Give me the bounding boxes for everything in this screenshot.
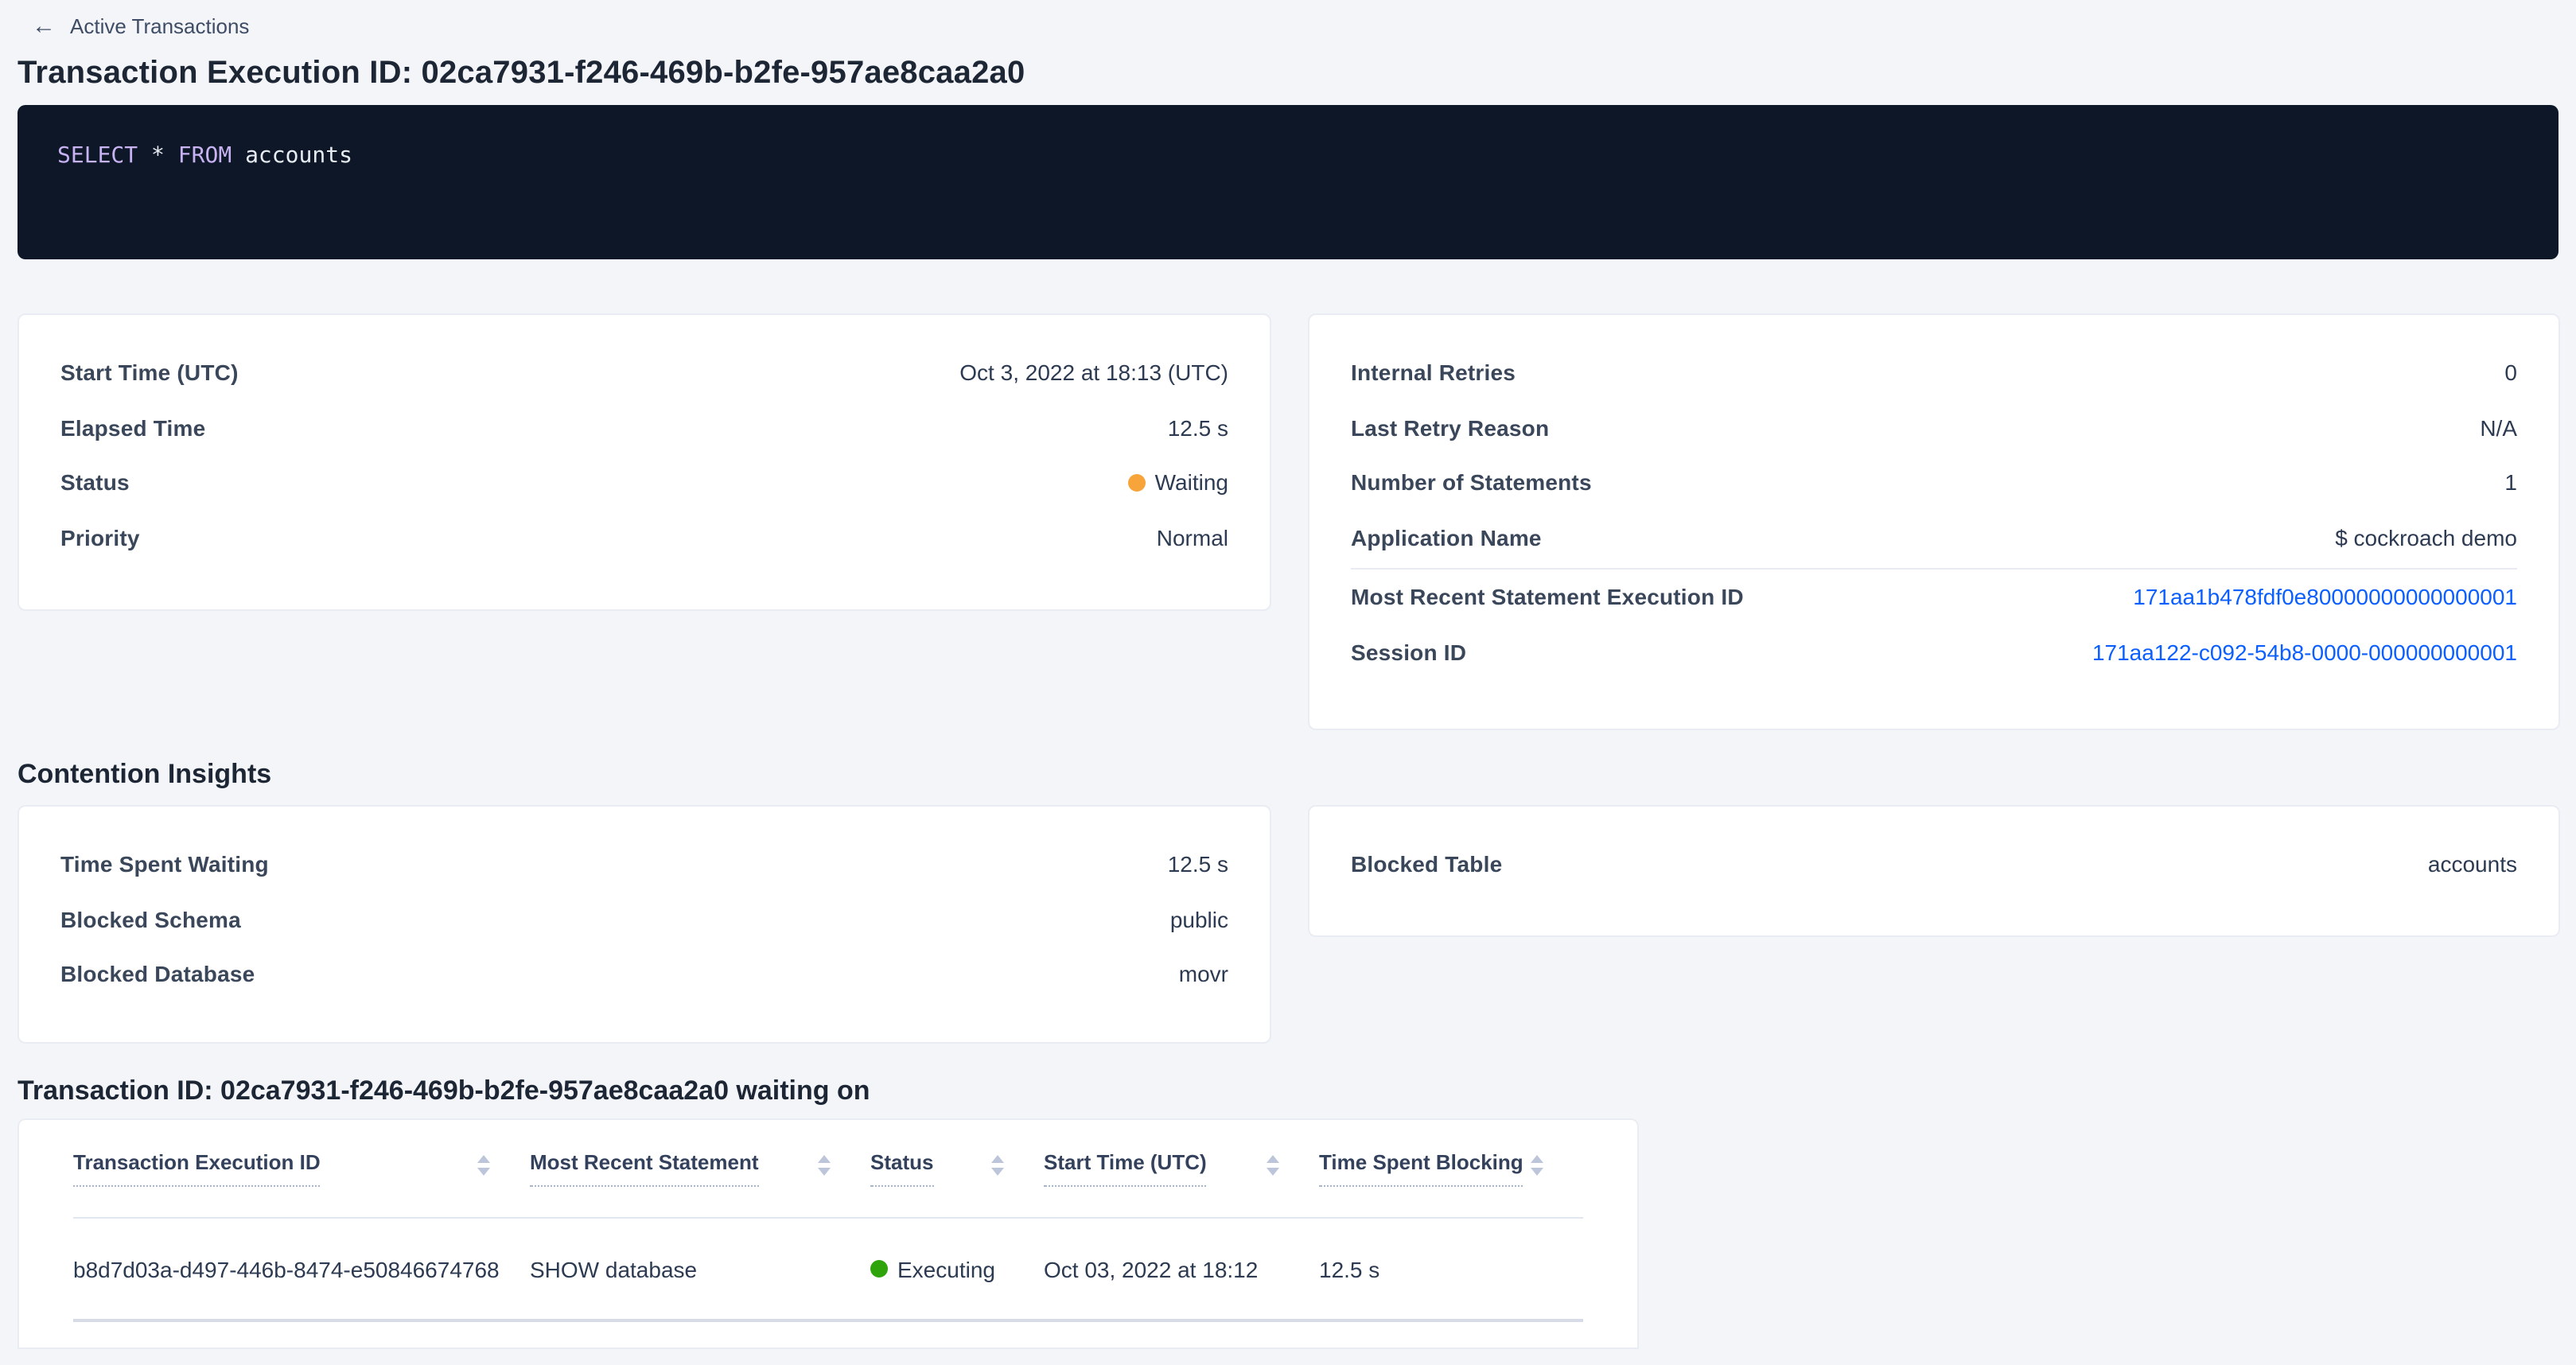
row-value: Normal xyxy=(1156,524,1228,550)
column-header-start-time[interactable]: Start Time (UTC) xyxy=(1044,1150,1319,1187)
row-value: N/A xyxy=(2480,414,2517,441)
sort-icon xyxy=(1531,1155,1543,1176)
cell-most-recent-statement: SHOW database xyxy=(530,1256,698,1281)
row-label: Blocked Database xyxy=(60,961,255,987)
sql-text: * xyxy=(151,143,178,169)
cell-start-time: Oct 03, 2022 at 18:12 xyxy=(1044,1256,1259,1281)
session-id-link[interactable]: 171aa122-c092-54b8-0000-000000000001 xyxy=(2092,639,2517,665)
row-label: Number of Statements xyxy=(1351,469,1592,496)
table-row: b8d7d03a-d497-446b-8474-e50846674768 SHO… xyxy=(73,1219,1583,1322)
cell-time-spent-blocking: 12.5 s xyxy=(1319,1256,1380,1281)
row-label: Elapsed Time xyxy=(60,414,206,441)
column-header-most-recent-statement[interactable]: Most Recent Statement xyxy=(530,1150,870,1187)
row-value: $ cockroach demo xyxy=(2335,524,2517,550)
row-label: Application Name xyxy=(1351,524,1542,550)
row-value: 0 xyxy=(2504,360,2517,386)
row-value: movr xyxy=(1178,961,1228,987)
column-label: Time Spent Blocking xyxy=(1319,1150,1523,1187)
table-header-row: Transaction Execution ID Most Recent Sta… xyxy=(73,1120,1583,1219)
column-label: Most Recent Statement xyxy=(530,1150,759,1187)
row-elapsed-time: Elapsed Time 12.5 s xyxy=(60,400,1228,455)
column-header-transaction-execution-id[interactable]: Transaction Execution ID xyxy=(73,1150,530,1187)
row-label: Most Recent Statement Execution ID xyxy=(1351,584,1744,610)
contention-card-left: Time Spent Waiting 12.5 s Blocked Schema… xyxy=(18,805,1271,1044)
sort-icon xyxy=(1267,1155,1279,1176)
column-label: Transaction Execution ID xyxy=(73,1150,321,1187)
column-label: Status xyxy=(870,1150,934,1187)
breadcrumb-label: Active Transactions xyxy=(70,14,250,38)
back-to-active-transactions-link[interactable]: ← Active Transactions xyxy=(32,14,249,38)
card-divider xyxy=(1351,568,2517,570)
row-label: Last Retry Reason xyxy=(1351,414,1550,441)
row-blocked-schema: Blocked Schema public xyxy=(60,892,1228,947)
row-value: Oct 3, 2022 at 18:13 (UTC) xyxy=(959,360,1228,386)
waiting-on-heading: Transaction ID: 02ca7931-f246-469b-b2fe-… xyxy=(18,1075,870,1106)
row-last-retry-reason: Last Retry Reason N/A xyxy=(1351,400,2517,455)
statement-execution-id-link[interactable]: 171aa1b478fdf0e80000000000000001 xyxy=(2133,584,2517,610)
sort-icon xyxy=(818,1155,831,1176)
row-value: accounts xyxy=(2427,851,2517,877)
row-start-time: Start Time (UTC) Oct 3, 2022 at 18:13 (U… xyxy=(60,345,1228,400)
row-value: 12.5 s xyxy=(1167,851,1228,877)
row-most-recent-statement-execution-id: Most Recent Statement Execution ID 171aa… xyxy=(1351,570,2517,624)
row-number-of-statements: Number of Statements 1 xyxy=(1351,455,2517,510)
row-session-id: Session ID 171aa122-c092-54b8-0000-00000… xyxy=(1351,624,2517,679)
row-status: Status Waiting xyxy=(60,455,1228,510)
row-blocked-table: Blocked Table accounts xyxy=(1351,837,2517,892)
row-label: Priority xyxy=(60,524,140,550)
back-arrow-icon: ← xyxy=(32,13,56,40)
column-label: Start Time (UTC) xyxy=(1044,1150,1207,1187)
sql-statement-box: SELECT * FROM accounts xyxy=(18,105,2558,259)
row-priority: Priority Normal xyxy=(60,510,1228,565)
executing-status-dot-icon xyxy=(870,1260,888,1278)
cell-transaction-execution-id: b8d7d03a-d497-446b-8474-e50846674768 xyxy=(73,1256,500,1281)
summary-card-right: Internal Retries 0 Last Retry Reason N/A… xyxy=(1308,313,2560,730)
row-label: Internal Retries xyxy=(1351,360,1516,386)
sql-keyword: SELECT xyxy=(57,143,152,169)
waiting-on-table: Transaction Execution ID Most Recent Sta… xyxy=(18,1118,1639,1349)
row-label: Start Time (UTC) xyxy=(60,360,239,386)
row-label: Time Spent Waiting xyxy=(60,851,269,877)
column-header-status[interactable]: Status xyxy=(870,1150,1044,1187)
contention-insights-heading: Contention Insights xyxy=(18,759,272,789)
cell-status: Executing xyxy=(870,1256,1044,1281)
row-internal-retries: Internal Retries 0 xyxy=(1351,345,2517,400)
page-title: Transaction Execution ID: 02ca7931-f246-… xyxy=(18,56,1025,91)
sql-keyword: FROM xyxy=(177,143,246,169)
contention-card-right: Blocked Table accounts xyxy=(1308,805,2560,937)
summary-card-left: Start Time (UTC) Oct 3, 2022 at 18:13 (U… xyxy=(18,313,1271,611)
row-application-name: Application Name $ cockroach demo xyxy=(1351,510,2517,565)
row-label: Blocked Table xyxy=(1351,851,1503,877)
column-header-time-spent-blocking[interactable]: Time Spent Blocking xyxy=(1319,1150,1583,1187)
status-text: Executing xyxy=(897,1256,995,1281)
row-value: public xyxy=(1169,906,1228,932)
sort-icon xyxy=(991,1155,1004,1176)
sort-icon xyxy=(477,1155,490,1176)
row-label: Session ID xyxy=(1351,639,1467,665)
status-badge: Executing xyxy=(870,1256,1004,1281)
row-label: Status xyxy=(60,469,130,496)
status-badge: Waiting xyxy=(1127,469,1228,496)
row-blocked-database: Blocked Database movr xyxy=(60,947,1228,1001)
status-text: Waiting xyxy=(1154,469,1228,496)
row-time-spent-waiting: Time Spent Waiting 12.5 s xyxy=(60,837,1228,892)
row-label: Blocked Schema xyxy=(60,906,241,932)
row-value: 1 xyxy=(2504,469,2517,496)
row-value: 12.5 s xyxy=(1167,414,1228,441)
waiting-status-dot-icon xyxy=(1127,473,1146,492)
sql-table-name: accounts xyxy=(245,143,352,169)
